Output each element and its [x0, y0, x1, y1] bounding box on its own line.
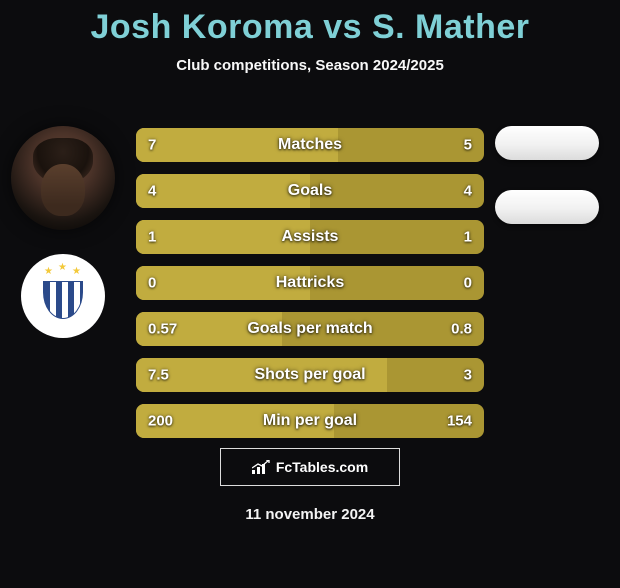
club-crest: ★ ★ ★ [21, 254, 105, 338]
stat-label: Assists [282, 228, 339, 246]
stat-label: Matches [278, 136, 342, 154]
comparison-bars: 7 Matches 5 4 Goals 4 1 Assists 1 0 Hatt… [136, 128, 484, 438]
stat-label: Shots per goal [254, 366, 365, 384]
right-value: 4 [464, 183, 472, 200]
stat-row: 200 Min per goal 154 [136, 404, 484, 438]
chart-up-icon [252, 460, 270, 474]
right-value: 154 [447, 413, 472, 430]
stat-row: 1 Assists 1 [136, 220, 484, 254]
left-value: 0 [148, 275, 156, 292]
stat-label: Goals per match [247, 320, 372, 338]
stat-label: Goals [288, 182, 332, 200]
page-title: Josh Koroma vs S. Mather [0, 8, 620, 47]
left-value: 7.5 [148, 367, 169, 384]
star-icon: ★ [44, 266, 53, 277]
right-value: 0.8 [451, 321, 472, 338]
star-icon: ★ [58, 262, 67, 273]
star-icon: ★ [72, 266, 81, 277]
brand-label: FcTables.com [276, 459, 368, 475]
left-value: 0.57 [148, 321, 177, 338]
left-value: 4 [148, 183, 156, 200]
stat-row: 0.57 Goals per match 0.8 [136, 312, 484, 346]
crest-stripes [43, 281, 83, 319]
player-avatar [11, 126, 115, 230]
left-column: ★ ★ ★ [8, 126, 118, 338]
footer-date: 11 november 2024 [245, 506, 374, 523]
stat-row: 7 Matches 5 [136, 128, 484, 162]
subtitle: Club competitions, Season 2024/2025 [0, 57, 620, 74]
right-value: 1 [464, 229, 472, 246]
crest-graphic: ★ ★ ★ [38, 267, 88, 325]
left-value: 1 [148, 229, 156, 246]
opponent-crest-placeholder [495, 190, 599, 224]
left-value: 200 [148, 413, 173, 430]
right-value: 3 [464, 367, 472, 384]
stat-row: 7.5 Shots per goal 3 [136, 358, 484, 392]
right-value: 0 [464, 275, 472, 292]
footer-brand-box: FcTables.com [220, 448, 400, 486]
stat-label: Min per goal [263, 412, 357, 430]
right-column [492, 126, 602, 224]
right-value: 5 [464, 137, 472, 154]
left-value: 7 [148, 137, 156, 154]
stat-row: 0 Hattricks 0 [136, 266, 484, 300]
stat-label: Hattricks [276, 274, 344, 292]
stat-row: 4 Goals 4 [136, 174, 484, 208]
left-fill [136, 174, 310, 208]
opponent-avatar-placeholder [495, 126, 599, 160]
